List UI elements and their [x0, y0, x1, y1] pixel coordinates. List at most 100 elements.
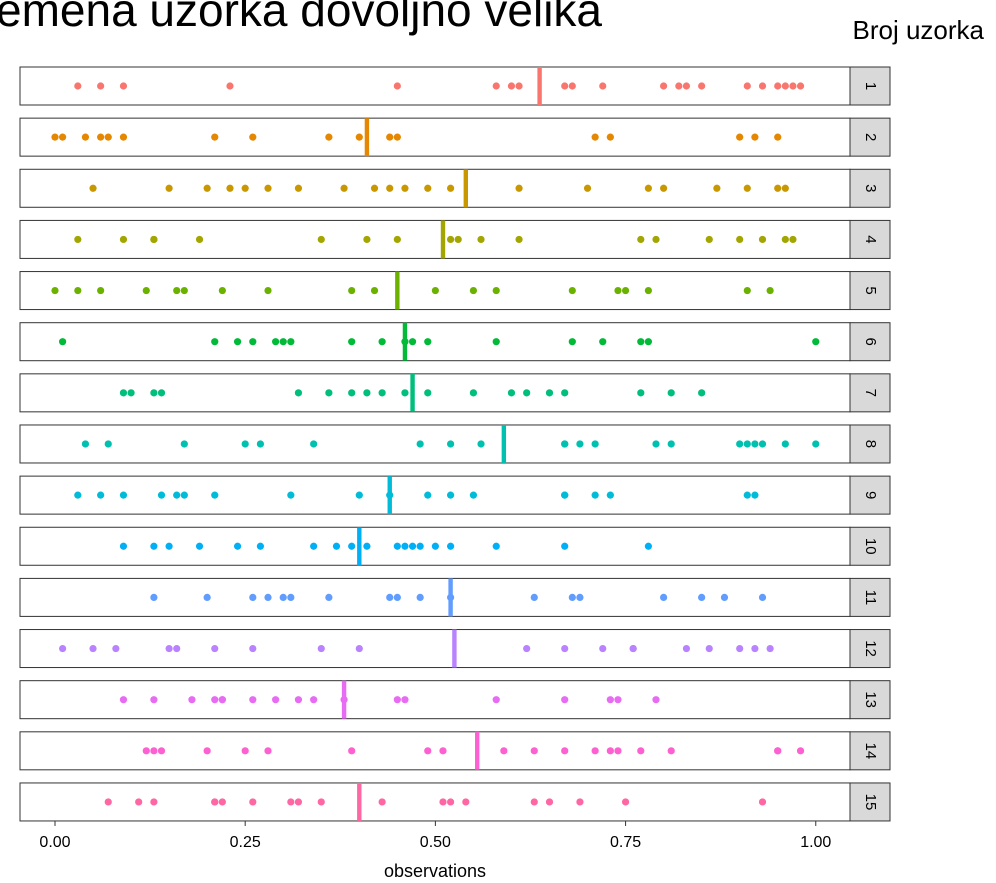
point [621, 286, 630, 295]
point [287, 491, 295, 499]
panel [19, 219, 851, 259]
point [157, 491, 166, 499]
point [660, 593, 668, 602]
point [97, 286, 105, 295]
point [211, 338, 219, 346]
point [523, 389, 531, 397]
point [203, 593, 211, 602]
point [157, 747, 166, 755]
point [195, 235, 204, 244]
point [751, 491, 759, 499]
point [74, 235, 82, 244]
strip-label: 4 [862, 235, 879, 243]
point [401, 696, 409, 704]
point [469, 389, 478, 397]
mean-line [501, 424, 507, 463]
point [469, 286, 478, 295]
point [59, 338, 67, 346]
point [142, 747, 150, 755]
mean-line [357, 782, 362, 821]
chart-title: emena uzorka dovoljno velika [0, 0, 602, 36]
point [599, 338, 607, 346]
point [751, 644, 759, 653]
strip-label: 13 [862, 691, 879, 708]
point [59, 644, 67, 653]
point [736, 440, 744, 448]
point [97, 491, 105, 499]
x-tick-label: 1.00 [800, 834, 831, 851]
point [644, 184, 652, 192]
strip-label: 5 [862, 286, 879, 294]
point [203, 184, 211, 192]
point [439, 798, 447, 806]
point [150, 696, 158, 704]
point [545, 798, 554, 806]
point [211, 644, 219, 653]
point [393, 542, 401, 550]
point [332, 542, 341, 550]
panel [19, 424, 851, 464]
point [743, 184, 751, 192]
strip-label: 6 [862, 338, 879, 346]
point [758, 82, 767, 90]
panel [19, 475, 851, 515]
point [561, 82, 569, 90]
strip-label: 7 [862, 389, 879, 397]
point [249, 133, 257, 141]
point [561, 542, 569, 550]
mean-line [402, 322, 408, 361]
point [150, 542, 158, 550]
point [165, 184, 173, 192]
point [705, 235, 713, 244]
point [249, 696, 257, 704]
point [515, 184, 523, 192]
point [424, 184, 432, 192]
point [523, 644, 531, 653]
point [348, 747, 356, 755]
point [348, 542, 356, 550]
strip-label: 10 [862, 538, 879, 555]
point [492, 542, 500, 550]
panel [19, 373, 851, 413]
point [378, 389, 386, 397]
point [812, 440, 820, 448]
strip [849, 424, 891, 464]
point [157, 389, 166, 397]
point [294, 389, 303, 397]
x-tick-label: 0.25 [230, 834, 261, 851]
point [515, 82, 523, 90]
point [736, 235, 744, 244]
point [446, 491, 455, 499]
point [796, 82, 805, 90]
point [591, 133, 599, 141]
point [530, 593, 538, 602]
point [97, 133, 105, 141]
strip [849, 322, 891, 362]
point [698, 593, 706, 602]
point [393, 133, 401, 141]
point [606, 747, 614, 755]
point [325, 593, 333, 602]
point [401, 542, 409, 550]
point [812, 338, 820, 346]
point [325, 389, 333, 397]
point [576, 440, 584, 448]
strip-label: 2 [862, 133, 879, 141]
point [698, 389, 706, 397]
point [492, 82, 500, 90]
point [530, 747, 538, 755]
point [241, 184, 249, 192]
point [751, 133, 759, 141]
point [606, 133, 614, 141]
point [637, 235, 645, 244]
point [127, 389, 135, 397]
point [561, 389, 569, 397]
point [119, 82, 128, 90]
point [386, 133, 394, 141]
point [59, 133, 67, 141]
point [454, 235, 462, 244]
panel [19, 782, 851, 822]
point [660, 184, 668, 192]
point [492, 696, 500, 704]
point [416, 593, 424, 602]
